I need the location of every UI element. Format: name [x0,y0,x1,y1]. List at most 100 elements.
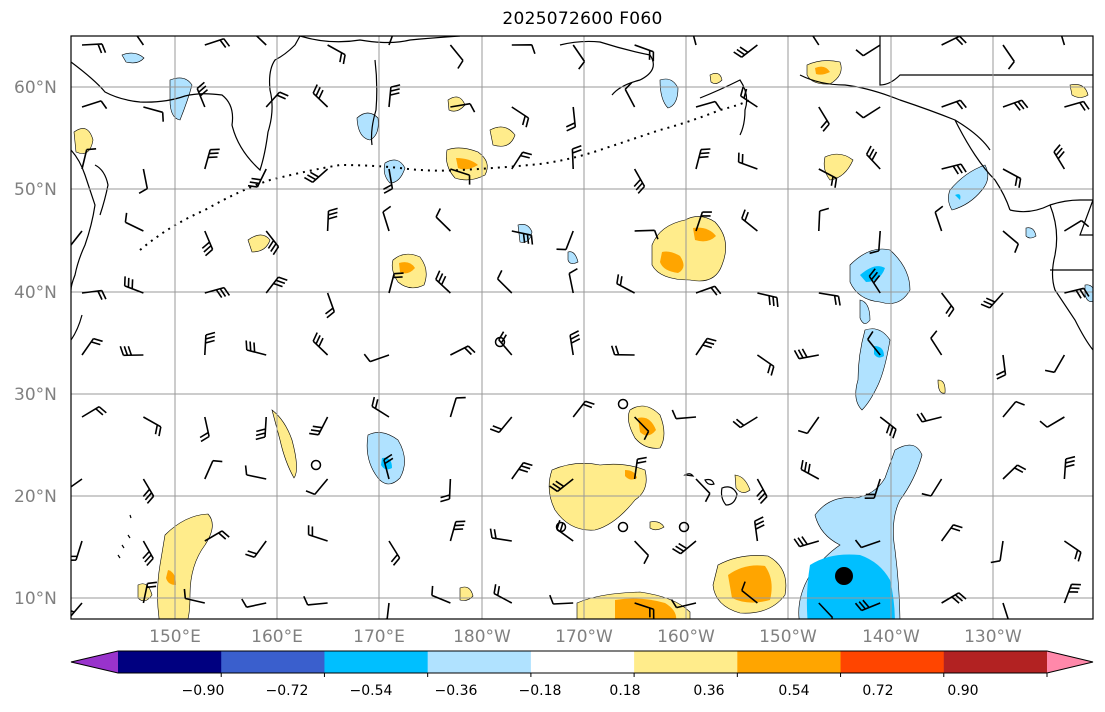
wind-barb [204,530,230,542]
lat-label: 60°N [14,78,57,98]
wind-barb [1060,36,1066,46]
wind-barb [204,286,231,299]
wind-barb [996,354,1007,380]
colorbar-swatch [634,651,738,673]
lat-label: 40°N [14,283,57,303]
map-title: 2025072600 F060 [502,9,663,29]
wind-barb [855,44,881,57]
colorbar-tick-label: 0.54 [778,683,809,699]
wind-barb [312,84,329,108]
wind-barb [435,208,451,232]
wind-barb [941,592,967,604]
storm-center-marker [835,567,853,585]
wind-barb [265,91,289,108]
map-frame [70,35,1094,620]
wind-barb [327,44,346,65]
wind-barb [864,478,881,499]
wind-barb [1044,354,1066,374]
wind-barb [489,528,512,542]
calm-wind-markers [310,336,690,533]
wind-barb [941,163,967,175]
wind-barb [556,230,574,251]
wind-barb [549,594,574,605]
wind-barb [1039,416,1065,428]
wind-barb [855,106,881,119]
wind-barb [800,459,820,480]
colorbar-outline [70,650,1094,674]
wind-barb [325,292,336,319]
wind-barb [81,406,107,418]
wind-barb [81,100,108,110]
wind-barb [1064,100,1090,111]
wind-barb [305,478,329,496]
wind-barb [71,540,83,561]
colorbar-tick-label: 0.18 [609,683,640,699]
colorbar-swatch [530,651,635,673]
wind-barb [692,36,697,46]
wind-barb [549,478,574,493]
gridlines [71,36,1093,619]
wind-barb [450,168,471,185]
wind-barb [383,453,394,480]
colorbar-swatch [427,651,532,673]
wind-barb [868,268,881,294]
wind-barb [940,292,955,318]
lat-label: 20°N [14,487,57,507]
wind-barb [493,584,513,604]
wind-barb [363,353,390,363]
wind-barb [741,581,758,604]
wind-barb [136,36,145,46]
wind-barb [204,459,223,480]
wind-barb [201,230,214,257]
lon-label: 160°E [251,627,303,647]
wind-barb [867,330,881,356]
wind-barb [199,416,210,443]
wind-barb [757,292,779,307]
wind-barb [1002,602,1009,619]
wind-barb [793,348,819,360]
wind-barb [616,274,635,294]
wind-barb [241,598,267,608]
wind-barb [388,84,401,108]
wind-barb [245,540,267,558]
wind-barb [1063,583,1081,604]
wind-barb [941,36,967,46]
wind-barb [695,148,711,170]
lat-label: 10°N [14,589,57,609]
wind-barb [511,44,536,55]
wind-barb [672,540,697,555]
wind-barb [610,345,635,356]
wind-barb [309,416,329,436]
wind-barb [869,230,881,255]
wind-barb [449,396,466,418]
wind-barb [440,478,452,503]
wind-barb [634,229,659,240]
wind-barb [568,268,578,294]
wind-barb [450,345,476,356]
wind-barb [303,595,328,606]
wind-barb [695,337,717,356]
wind-barb [450,102,476,113]
wind-barb [670,599,697,609]
wind-barb [245,340,267,356]
wind-barb [695,285,722,296]
wind-barb [81,148,97,170]
wind-barb [569,330,581,356]
lon-label: 150°W [759,627,817,647]
wind-barb [737,152,758,170]
colorbar-swatch [943,651,1048,673]
wind-barb [753,516,765,542]
wind-barb [695,100,722,110]
wind-barb [142,478,155,504]
wind-barb [756,478,768,505]
wind-barb [489,416,513,434]
wind-barb [382,205,392,232]
wind-barb [921,478,943,497]
colorbar-tick-label: 0.36 [693,683,724,699]
wind-barb [634,602,655,619]
colorbar-tick-label: −0.18 [519,683,562,699]
lon-label: 160°W [657,627,715,647]
colorbar-labels: −0.90 −0.72 −0.54 −0.36 −0.18 0.18 0.36 … [182,683,979,699]
wind-barb [81,43,107,54]
wind-barb [307,525,328,542]
